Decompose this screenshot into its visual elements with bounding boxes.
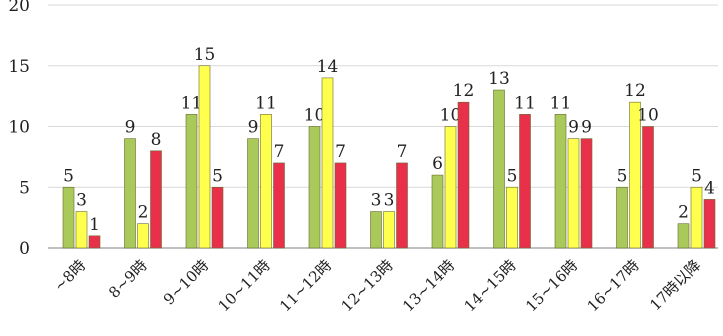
data-label: 13 xyxy=(488,69,510,89)
bar-series-1 xyxy=(247,138,259,249)
data-label: 11 xyxy=(181,93,203,113)
bar-series-1 xyxy=(431,174,444,249)
data-label: 6 xyxy=(432,154,443,174)
x-category-label: 11~12時 xyxy=(276,256,335,315)
data-label: 4 xyxy=(704,178,715,198)
bar-series-1 xyxy=(616,186,628,249)
data-label: 12 xyxy=(453,81,475,101)
y-tick-label: 0 xyxy=(19,239,30,259)
x-category-label: 9~10時 xyxy=(160,256,212,308)
x-category-label: 12~13時 xyxy=(338,256,397,315)
data-label: 7 xyxy=(397,142,408,162)
bar-series-1 xyxy=(124,138,136,249)
data-label: 11 xyxy=(255,93,277,113)
data-label: 2 xyxy=(138,203,149,223)
bar-series-3 xyxy=(457,101,470,249)
y-tick-label: 5 xyxy=(19,178,30,198)
y-tick-label: 20 xyxy=(8,0,30,16)
bar-series-3 xyxy=(519,114,531,249)
bar-series-3 xyxy=(88,235,101,249)
data-label: 7 xyxy=(274,142,285,162)
bar-series-1 xyxy=(677,223,690,249)
x-category-label: 15~16時 xyxy=(522,256,581,315)
bar-series-1 xyxy=(370,211,382,249)
data-label: 2 xyxy=(678,203,689,223)
bar-series-2 xyxy=(260,114,272,249)
data-label: 3 xyxy=(384,191,395,211)
bar-series-2 xyxy=(137,223,149,249)
x-category-label: 17時以降 xyxy=(646,256,704,314)
data-label: 9 xyxy=(125,118,136,138)
data-label: 3 xyxy=(371,191,382,211)
bar-series-2 xyxy=(506,186,518,249)
bar-series-1 xyxy=(308,126,321,249)
bar-series-2 xyxy=(75,211,88,249)
bar-series-1 xyxy=(554,114,567,249)
y-tick-label: 15 xyxy=(8,57,30,77)
data-label: 7 xyxy=(335,142,346,162)
bar-series-2 xyxy=(567,138,580,249)
data-label: 5 xyxy=(691,166,702,186)
data-label: 10 xyxy=(304,106,326,126)
x-category-label: 13~14時 xyxy=(399,256,458,315)
bar-series-2 xyxy=(629,101,641,249)
data-label: 5 xyxy=(507,166,518,186)
x-category-label: 16~17時 xyxy=(584,256,643,315)
data-label: 11 xyxy=(550,93,572,113)
data-label: 9 xyxy=(568,118,579,138)
data-label: 5 xyxy=(617,166,628,186)
data-label: 1 xyxy=(89,215,100,235)
data-label: 3 xyxy=(76,191,87,211)
data-label: 12 xyxy=(624,81,646,101)
bar-series-2 xyxy=(690,186,703,249)
bar-series-2 xyxy=(321,77,334,249)
x-category-label: ~8時 xyxy=(50,256,89,295)
data-label: 5 xyxy=(63,166,74,186)
data-label: 15 xyxy=(194,45,216,65)
bar-series-3 xyxy=(273,162,285,249)
x-category-label: 8~9時 xyxy=(105,256,151,302)
bar-series-1 xyxy=(62,186,75,249)
x-category-label: 14~15時 xyxy=(461,256,520,315)
bar-series-3 xyxy=(580,138,593,249)
bar-series-3 xyxy=(396,162,408,249)
data-label: 9 xyxy=(581,118,592,138)
data-label: 10 xyxy=(637,106,659,126)
data-label: 8 xyxy=(151,130,162,150)
data-label: 5 xyxy=(212,166,223,186)
bar-series-2 xyxy=(444,126,457,249)
bar-series-3 xyxy=(334,162,347,249)
data-label: 11 xyxy=(514,93,536,113)
bar-series-1 xyxy=(185,114,198,249)
bar-series-3 xyxy=(703,199,716,249)
x-category-label: 10~11時 xyxy=(215,256,274,315)
bar-series-3 xyxy=(150,150,162,249)
data-label: 10 xyxy=(440,106,462,126)
data-label: 14 xyxy=(317,57,339,77)
bar-series-3 xyxy=(642,126,654,249)
bar-series-2 xyxy=(198,65,211,249)
data-label: 9 xyxy=(248,118,259,138)
bar-series-2 xyxy=(383,211,395,249)
bar-series-3 xyxy=(211,186,224,249)
y-tick-label: 10 xyxy=(8,118,30,138)
bar-series-1 xyxy=(493,89,505,249)
